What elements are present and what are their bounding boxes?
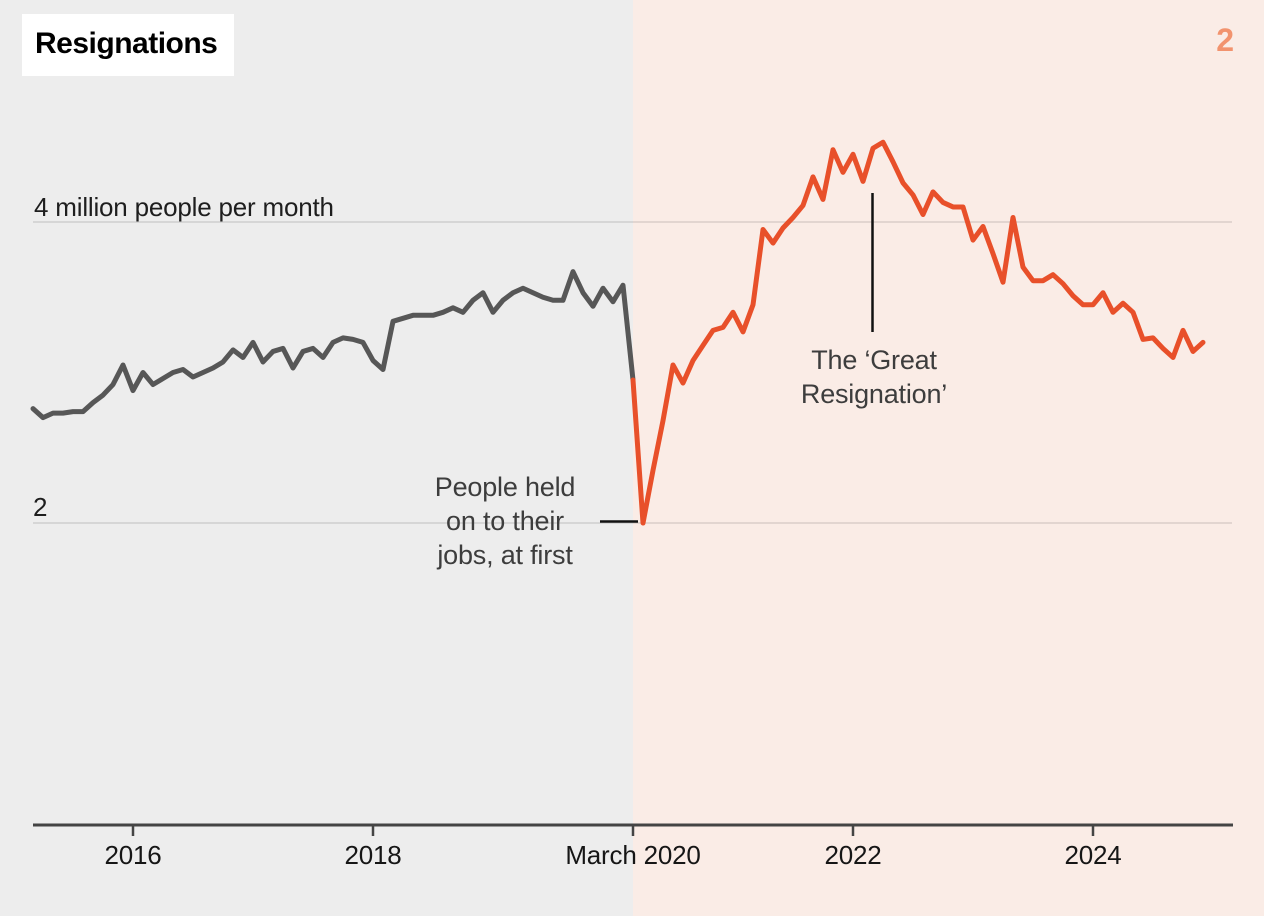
annotation-great-resignation-line1: The ‘Great [811, 345, 937, 375]
chart-title: Resignations [35, 27, 218, 60]
annotation-held-on-line1: People held [434, 472, 576, 502]
annotation-great-resignation: The ‘Great Resignation’ [744, 343, 1004, 411]
annotation-held-on-line2: on to their [446, 506, 564, 536]
x-tick-label-2018: 2018 [344, 840, 402, 870]
background-before-march-2020 [0, 0, 633, 916]
x-tick-label-2022: 2022 [824, 840, 882, 870]
chart-title-box: Resignations [22, 14, 235, 76]
y-axis-label-2: 2 [33, 492, 48, 522]
annotation-held-on-line3: jobs, at first [437, 540, 573, 570]
x-tick-label-march-2020: March 2020 [565, 840, 701, 870]
y-axis-label-4-million: 4 million people per month [34, 192, 334, 222]
x-tick-label-2016: 2016 [104, 840, 162, 870]
background-after-march-2020 [633, 0, 1264, 916]
line-series-before-march-2020 [30, 269, 636, 421]
x-tick-label-2024: 2024 [1064, 840, 1122, 870]
annotation-great-resignation-line2: Resignation’ [800, 379, 948, 409]
slide-number-badge: 2 [1216, 22, 1234, 58]
annotation-held-on-to-jobs: People held on to their jobs, at first [405, 470, 605, 572]
line-series-after-march-2020 [630, 139, 1206, 526]
